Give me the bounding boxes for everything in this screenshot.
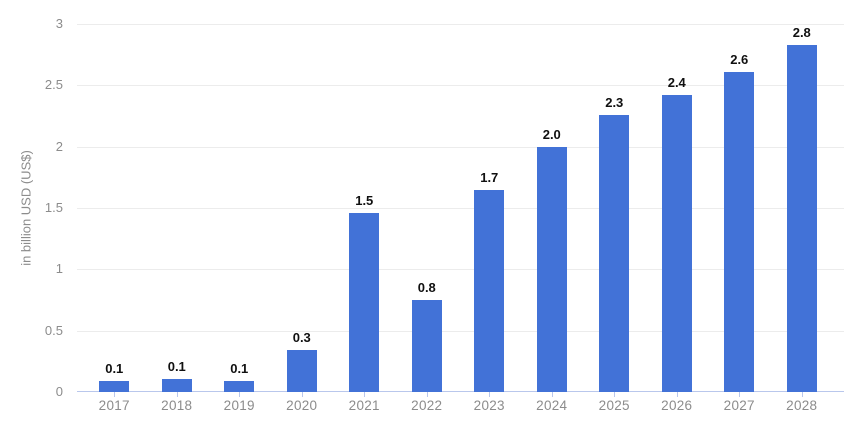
bar-2023[interactable] xyxy=(474,189,505,392)
x-tick-label-2028: 2028 xyxy=(786,398,818,413)
value-label-2018: 0.1 xyxy=(167,358,186,374)
gridline-1.5 xyxy=(77,208,844,209)
value-label-2027: 2.6 xyxy=(730,51,749,67)
value-label-2026: 2.4 xyxy=(667,75,686,91)
x-tick-label-2023: 2023 xyxy=(473,398,505,413)
bar-2020[interactable] xyxy=(286,350,317,392)
band-2019: 0.1 2019 xyxy=(208,24,271,413)
x-tick-label-2027: 2027 xyxy=(723,398,755,413)
bar-2017[interactable] xyxy=(99,381,130,392)
x-tick-mark-2017 xyxy=(114,392,116,397)
x-tick-mark-2019 xyxy=(239,392,241,397)
x-tick-mark-2024 xyxy=(551,392,553,397)
bar-2025[interactable] xyxy=(599,114,630,392)
x-tick-label-2024: 2024 xyxy=(536,398,568,413)
x-tick-mark-2022 xyxy=(426,392,428,397)
band-2020: 0.3 2020 xyxy=(271,24,334,413)
bar-2028[interactable] xyxy=(786,44,817,392)
gridline-2.5 xyxy=(77,85,844,86)
x-tick-label-2025: 2025 xyxy=(598,398,630,413)
band-2023: 1.7 2023 xyxy=(458,24,521,413)
value-label-2024: 2.0 xyxy=(542,126,561,142)
bar-2022[interactable] xyxy=(411,300,442,392)
x-tick-label-2021: 2021 xyxy=(348,398,380,413)
value-label-2020: 0.3 xyxy=(292,330,311,346)
value-label-2023: 1.7 xyxy=(480,169,499,185)
value-label-2025: 2.3 xyxy=(605,94,624,110)
x-tick-label-2018: 2018 xyxy=(161,398,193,413)
x-tick-mark-2027 xyxy=(739,392,741,397)
bar-2026[interactable] xyxy=(661,95,692,392)
band-2017: 0.1 2017 xyxy=(83,24,146,413)
bar-2024[interactable] xyxy=(536,146,567,392)
bar-2019[interactable] xyxy=(224,381,255,392)
y-tick-label-3: 3 xyxy=(55,16,63,31)
x-tick-mark-2028 xyxy=(801,392,803,397)
band-2018: 0.1 2018 xyxy=(146,24,209,414)
value-label-2017: 0.1 xyxy=(105,361,124,376)
value-label-2022: 0.8 xyxy=(417,280,436,295)
x-tick-label-2026: 2026 xyxy=(661,398,693,413)
x-tick-mark-2025 xyxy=(614,392,616,397)
x-axis-line xyxy=(77,391,844,392)
plot-area: 0.1 2017 0.1 2018 0.1 2019 0.3 2020 1.5 2021 0.8 20… xyxy=(83,24,834,414)
x-tick-label-2022: 2022 xyxy=(411,398,443,413)
gridline-3 xyxy=(77,24,844,25)
x-tick-label-2020: 2020 xyxy=(286,398,318,413)
gridline-2 xyxy=(77,147,844,148)
gridline-1 xyxy=(77,269,844,270)
x-tick-label-2017: 2017 xyxy=(98,398,130,413)
y-tick-label-2: 2 xyxy=(55,138,63,154)
x-tick-label-2019: 2019 xyxy=(223,398,255,413)
bar-2021[interactable] xyxy=(349,212,380,392)
value-label-2021: 1.5 xyxy=(355,192,374,208)
x-tick-mark-2018 xyxy=(176,392,178,397)
value-label-2019: 0.1 xyxy=(230,361,249,376)
band-2022: 0.8 2022 xyxy=(396,24,459,413)
gridline-0.5 xyxy=(77,331,844,332)
y-tick-label-1.5: 1.5 xyxy=(44,200,63,215)
band-2021: 1.5 2021 xyxy=(333,24,396,413)
y-tick-label-0: 0 xyxy=(55,384,63,399)
value-label-2028: 2.8 xyxy=(792,24,811,40)
bar-2027[interactable] xyxy=(724,71,755,392)
y-tick-label-1: 1 xyxy=(55,261,63,277)
band-2027: 2.6 2027 xyxy=(708,24,771,413)
y-tick-label-2.5: 2.5 xyxy=(44,77,63,93)
band-2026: 2.4 2026 xyxy=(646,24,709,413)
band-2028: 2.8 2028 xyxy=(771,24,834,413)
x-tick-mark-2026 xyxy=(676,392,678,397)
x-tick-mark-2020 xyxy=(301,392,303,397)
band-2024: 2.0 2024 xyxy=(521,24,584,413)
band-2025: 2.3 2025 xyxy=(583,24,646,413)
y-tick-label-0.5: 0.5 xyxy=(44,322,63,338)
bar-2018[interactable] xyxy=(161,378,192,392)
x-tick-mark-2023 xyxy=(489,392,491,397)
x-tick-mark-2021 xyxy=(364,392,366,397)
